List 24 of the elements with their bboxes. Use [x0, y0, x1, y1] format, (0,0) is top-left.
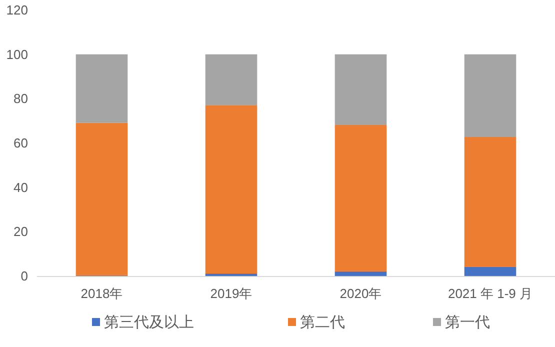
- bar: [464, 266, 516, 276]
- bar: [334, 271, 387, 276]
- bar: [76, 122, 128, 276]
- legend-label: 第三代及以上: [104, 314, 194, 331]
- x-tick-label: 2021 年 1-9 月: [448, 286, 533, 301]
- x-tick-label: 2019年: [210, 286, 252, 301]
- y-tick-label: 120: [6, 2, 28, 18]
- y-tick-label: 0: [20, 268, 28, 284]
- bar: [334, 124, 387, 272]
- bar: [464, 137, 516, 267]
- bar: [205, 105, 258, 274]
- x-tick-label: 2020年: [340, 286, 382, 301]
- y-tick-label: 100: [6, 46, 28, 62]
- y-tick-label: 60: [14, 136, 28, 150]
- bar: [76, 54, 128, 123]
- x-tick-label: 2018年: [80, 286, 123, 301]
- y-tick-label: 80: [14, 91, 28, 106]
- legend-label: 第二代: [300, 314, 345, 331]
- bar: [205, 54, 258, 106]
- legend-label: 第一代: [445, 314, 490, 331]
- bar: [464, 54, 516, 138]
- y-tick-label: 40: [14, 180, 28, 195]
- bar: [334, 54, 387, 125]
- y-tick-label: 20: [14, 224, 28, 240]
